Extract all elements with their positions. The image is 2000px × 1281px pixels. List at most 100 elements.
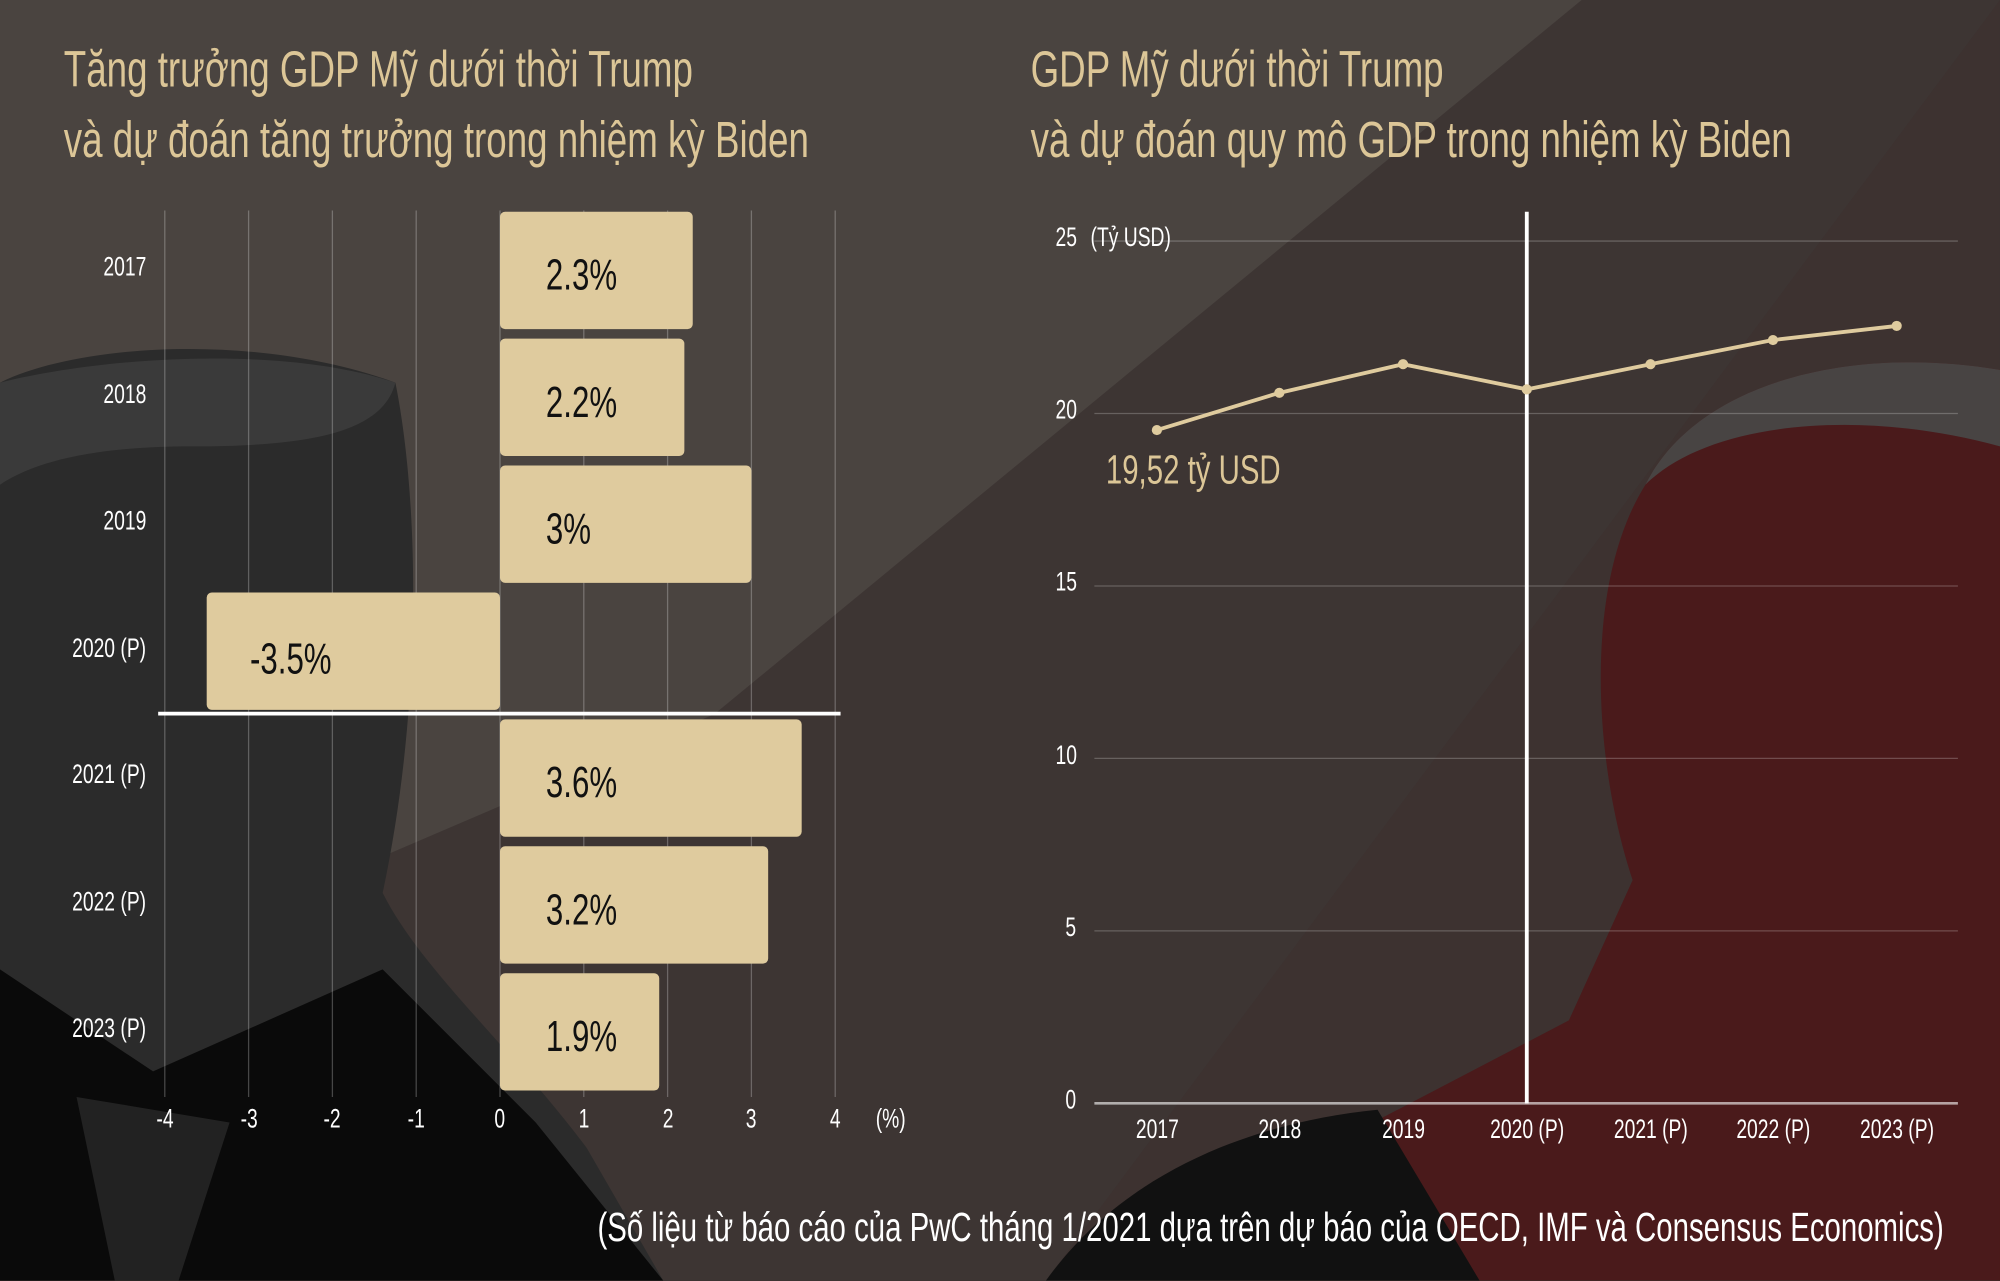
bar-category-label: 2023 (P) xyxy=(0,1014,147,1045)
bar-data-label-text: 2.2% xyxy=(545,378,618,427)
trump-tie xyxy=(76,1096,230,1281)
x-tick-label-text: 4 xyxy=(829,1104,841,1134)
source-text: (Số liệu từ báo cáo của PwC tháng 1/2021… xyxy=(597,1204,1944,1250)
y-tick-label-text: 25 xyxy=(1055,223,1077,253)
x-tick-label: 3 xyxy=(713,1105,790,1136)
bar-category-label: 2020 (P) xyxy=(0,633,147,664)
bar xyxy=(499,973,660,1091)
bar-data-label-text: 3% xyxy=(545,505,592,554)
bar-category-label: 2019 xyxy=(0,506,147,537)
x-tick-label: 1 xyxy=(546,1105,623,1136)
y-tick-label: 5 xyxy=(898,913,1077,944)
gdp-point xyxy=(1274,387,1285,398)
gdp-point xyxy=(1521,384,1532,395)
bar xyxy=(499,338,685,456)
bar-category-label-text: 2023 (P) xyxy=(72,1014,147,1044)
bar xyxy=(499,211,693,330)
y-axis-unit: (Tỷ USD) xyxy=(1091,223,1219,254)
left-title-line-1: Tăng trưởng GDP Mỹ dưới thời Trump xyxy=(63,42,693,99)
x-tick-label-text: 1 xyxy=(578,1104,590,1134)
gdp-point xyxy=(1767,334,1779,346)
bar-category-label: 2022 (P) xyxy=(0,887,147,918)
x-tick-label: -2 xyxy=(294,1105,371,1136)
bar xyxy=(499,465,752,583)
bar-data-label: -3.5% xyxy=(250,635,363,685)
bar-data-label-text: 2.3% xyxy=(545,251,618,300)
y-axis-unit-text: (Tỷ USD) xyxy=(1090,223,1171,253)
gdp-2017-annotation: 19,52 tỷ USD xyxy=(1106,446,1349,493)
y-tick-label-text: 0 xyxy=(1065,1085,1077,1115)
bar-data-label-text: 3.2% xyxy=(545,885,618,935)
bar-data-label-text: 1.9% xyxy=(545,1012,618,1062)
bar-data-label: 3% xyxy=(546,505,609,555)
left-title-line-2: và dự đoán tăng trưởng trong nhiệm kỳ Bi… xyxy=(63,112,809,169)
y-tick-label-text: 15 xyxy=(1055,568,1077,598)
gdp-point xyxy=(1645,359,1656,370)
y-tick-label-text: 5 xyxy=(1065,913,1077,943)
x-tick-label: 0 xyxy=(462,1105,539,1136)
x-category-label: 2017 xyxy=(1106,1115,1208,1146)
bar-category-label-text: 2022 (P) xyxy=(72,887,147,917)
x-category-label: 2018 xyxy=(1228,1115,1330,1146)
x-tick-label: -1 xyxy=(378,1105,455,1136)
bar-category-label-text: 2020 (P) xyxy=(72,633,147,663)
x-category-label: 2020 (P) xyxy=(1476,1115,1578,1146)
right-title-line-2: và dự đoán quy mô GDP trong nhiệm kỳ Bid… xyxy=(1030,112,1792,169)
bar-category-label-text: 2021 (P) xyxy=(72,760,147,790)
y-tick-label: 15 xyxy=(898,568,1077,599)
x-category-label: 2023 (P) xyxy=(1846,1115,1948,1146)
y-tick-label-text: 10 xyxy=(1055,740,1077,770)
x-tick-label-text: -1 xyxy=(407,1104,425,1134)
gdp-line-chart xyxy=(1094,211,1958,1105)
right-chart-title: GDP Mỹ dưới thời Trump và dự đoán quy mô… xyxy=(1031,36,2000,176)
x-axis-unit-text: (%) xyxy=(875,1104,906,1134)
bar-data-label: 1.9% xyxy=(546,1013,645,1063)
bar-category-label-text: 2017 xyxy=(103,252,147,282)
bar-data-label: 2.3% xyxy=(546,251,645,301)
y-tick-label: 25 xyxy=(898,223,1077,254)
x-tick-label-text: 0 xyxy=(494,1104,506,1134)
bar-category-label-text: 2018 xyxy=(103,379,147,409)
biden-hair xyxy=(1645,362,2000,485)
x-tick-label-text: -3 xyxy=(240,1104,258,1134)
biden-photo xyxy=(1096,362,2000,1281)
bar-category-label: 2018 xyxy=(0,379,147,410)
bar xyxy=(499,846,769,964)
y-tick-label-text: 20 xyxy=(1055,395,1077,425)
x-category-label-text: 2021 (P) xyxy=(1613,1114,1688,1145)
bar xyxy=(206,592,500,710)
bar-data-label: 3.2% xyxy=(546,886,645,936)
gdp-point xyxy=(1891,320,1902,332)
y-tick-label: 10 xyxy=(898,740,1077,772)
x-category-label-text: 2022 (P) xyxy=(1736,1114,1811,1145)
y-tick-label: 0 xyxy=(898,1085,1077,1116)
x-category-label-text: 2023 (P) xyxy=(1860,1114,1935,1145)
x-tick-label-text: 2 xyxy=(662,1104,673,1134)
x-category-label: 2019 xyxy=(1352,1115,1454,1146)
x-tick-label-text: -4 xyxy=(156,1104,174,1134)
x-tick-label: -4 xyxy=(127,1105,204,1136)
x-tick-label: -3 xyxy=(210,1105,287,1136)
bar-category-label: 2021 (P) xyxy=(0,760,147,791)
y-tick-label: 20 xyxy=(898,395,1077,427)
bar-category-label: 2017 xyxy=(0,253,147,284)
bar-category-label-text: 2019 xyxy=(103,506,147,536)
right-title-line-1: GDP Mỹ dưới thời Trump xyxy=(1030,42,1444,99)
x-axis-unit: (%) xyxy=(852,1105,929,1136)
gdp-point xyxy=(1151,424,1162,436)
x-category-label: 2021 (P) xyxy=(1599,1115,1701,1146)
trump-photo xyxy=(0,349,664,1281)
biden-suit xyxy=(1045,1109,1480,1281)
bar-data-label: 3.6% xyxy=(546,759,645,809)
x-category-label-text: 2019 xyxy=(1381,1114,1425,1145)
x-category-label-text: 2018 xyxy=(1257,1114,1301,1145)
gdp-point xyxy=(1397,359,1409,370)
bar-data-label: 2.2% xyxy=(546,378,645,428)
left-chart-title: Tăng trưởng GDP Mỹ dưới thời Trump và dự… xyxy=(64,36,1099,176)
source-note: (Số liệu từ báo cáo của PwC tháng 1/2021… xyxy=(74,1204,1944,1251)
bar-data-label-text: 3.6% xyxy=(545,758,618,808)
x-tick-label: 2 xyxy=(629,1105,706,1136)
x-tick-label-text: -2 xyxy=(323,1104,341,1134)
